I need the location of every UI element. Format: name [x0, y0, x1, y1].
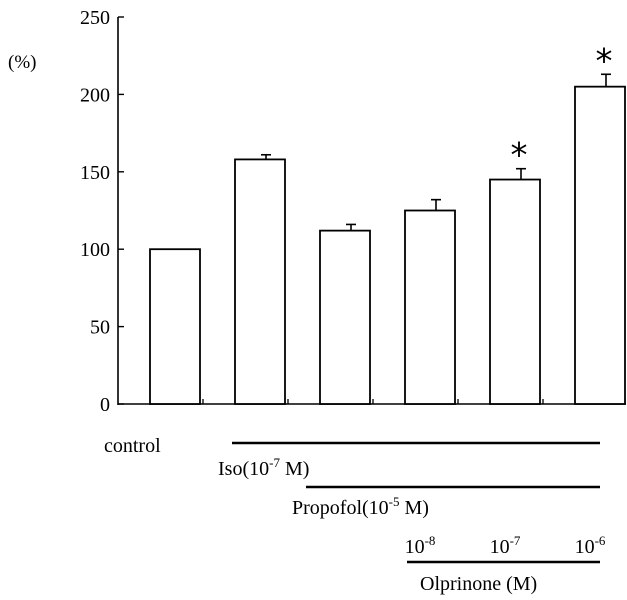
olprinone-label: Olprinone (M) — [420, 573, 537, 595]
condition-annotations: control Iso(10-7 M) Propofol(10-5 M) 10-8 10… — [104, 435, 606, 595]
bar — [489, 178, 541, 405]
bar — [574, 85, 626, 405]
significance-star: * — [511, 136, 528, 176]
bars: ** — [149, 41, 626, 405]
y-ticks: 0 50 100 150 200 250 — [80, 7, 124, 416]
y-tick-label: 200 — [80, 84, 110, 106]
y-tick-label: 50 — [90, 317, 110, 339]
axes — [117, 17, 626, 405]
propofol-label: Propofol(10-5 M) — [292, 494, 429, 519]
olprinone-dose-label: 10-7 — [490, 533, 521, 558]
y-tick-label: 150 — [80, 162, 110, 184]
y-tick-label: 250 — [80, 7, 110, 29]
bar — [234, 158, 286, 405]
y-tick-label: 0 — [100, 394, 110, 416]
y-axis-label: (%) — [8, 52, 36, 73]
significance-star: * — [596, 41, 613, 81]
y-tick-label: 100 — [80, 239, 110, 261]
control-label: control — [104, 435, 161, 457]
olprinone-dose-label: 10-8 — [405, 533, 436, 558]
bar — [149, 248, 201, 405]
olprinone-dose-label: 10-6 — [575, 533, 606, 558]
bar — [404, 209, 456, 405]
iso-label: Iso(10-7 M) — [218, 455, 309, 480]
bar — [319, 229, 371, 405]
